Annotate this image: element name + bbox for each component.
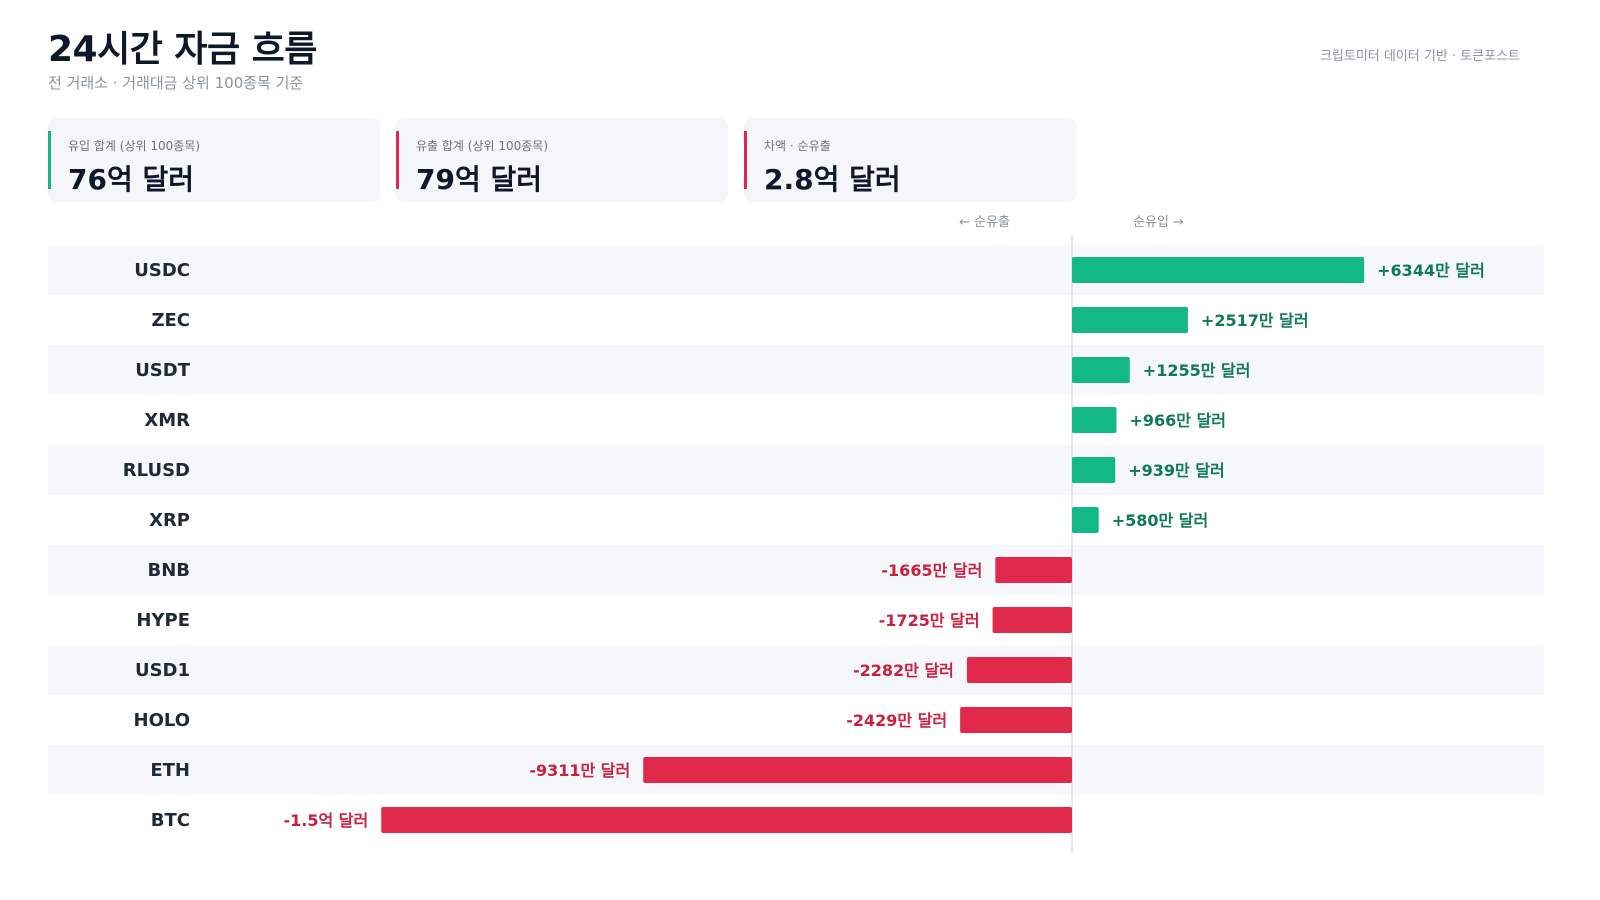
value-label: +6344만 달러 [1377, 261, 1485, 280]
net-outflow-card: 차액 · 순유출 2.8억 달러 [744, 118, 1076, 202]
bar-usdc [1072, 257, 1365, 283]
category-label: RLUSD [123, 460, 190, 481]
category-label: XMR [144, 410, 190, 431]
bar-rlusd [1072, 457, 1116, 483]
category-label: USD1 [135, 660, 190, 681]
page-title: 24시간 자금 흐름 [48, 29, 317, 70]
value-label: -1725만 달러 [879, 611, 980, 630]
row-band [48, 445, 1544, 495]
card-label: 유출 합계 (상위 100종목) [416, 139, 549, 153]
value-label: +580만 달러 [1112, 511, 1209, 530]
card-value: 79억 달러 [416, 163, 542, 196]
category-label: BTC [151, 810, 190, 831]
row-band [48, 645, 1544, 695]
value-label: +939만 달러 [1128, 461, 1225, 480]
source-note: 크립토미터 데이터 기반 · 토큰포스트 [1319, 49, 1520, 64]
bar-xmr [1072, 407, 1117, 433]
card-accent [396, 131, 399, 189]
card-accent [744, 131, 747, 189]
category-label: HYPE [136, 610, 190, 631]
outflow-total-card: 유출 합계 (상위 100종목) 79억 달러 [396, 118, 728, 202]
row-band [48, 345, 1544, 395]
row-band [48, 545, 1544, 595]
category-label: USDT [135, 360, 191, 381]
bar-hype [992, 607, 1072, 633]
card-accent [48, 131, 51, 189]
value-label: -2282만 달러 [853, 661, 954, 680]
bar-xrp [1072, 507, 1099, 533]
category-label: ETH [150, 760, 190, 781]
category-label: ZEC [151, 310, 190, 331]
bar-usd1 [966, 657, 1072, 683]
value-label: -1665만 달러 [881, 561, 982, 580]
page-subtitle: 전 거래소 · 거래대금 상위 100종목 기준 [48, 74, 304, 92]
value-label: +1255만 달러 [1143, 361, 1251, 380]
card-value: 2.8억 달러 [764, 163, 901, 196]
bar-btc [381, 807, 1072, 833]
category-label: USDC [134, 260, 190, 281]
card-label: 유입 합계 (상위 100종목) [68, 139, 201, 153]
bar-usdt [1072, 357, 1130, 383]
bar-bnb [995, 557, 1072, 583]
card-value: 76억 달러 [68, 163, 194, 196]
inflow-total-card: 유입 합계 (상위 100종목) 76억 달러 [48, 118, 380, 202]
value-label: +966만 달러 [1129, 411, 1226, 430]
bar-zec [1072, 307, 1188, 333]
value-label: +2517만 달러 [1201, 311, 1309, 330]
category-label: BNB [147, 560, 190, 581]
bar-eth [643, 757, 1072, 783]
category-label: HOLO [134, 710, 191, 731]
card-label: 차액 · 순유출 [764, 139, 831, 153]
value-label: -9311만 달러 [529, 761, 630, 780]
bar-holo [960, 707, 1072, 733]
direction-label-inflow: 순유입 → [1133, 215, 1184, 230]
summary-cards: 유입 합계 (상위 100종목) 76억 달러 유출 합계 (상위 100종목)… [48, 118, 1076, 202]
value-label: -1.5억 달러 [284, 811, 369, 830]
category-label: XRP [149, 510, 190, 531]
value-label: -2429만 달러 [846, 711, 947, 730]
direction-label-outflow: ← 순유출 [959, 215, 1010, 230]
